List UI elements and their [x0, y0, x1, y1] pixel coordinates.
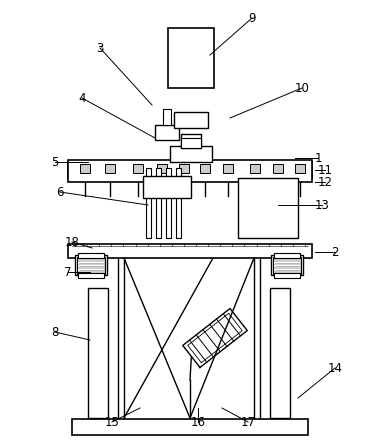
- Bar: [80, 164, 90, 173]
- Bar: [223, 164, 233, 173]
- Bar: [88, 288, 108, 418]
- Bar: [166, 168, 170, 238]
- Text: 3: 3: [96, 42, 104, 54]
- Bar: [143, 176, 191, 198]
- Bar: [168, 28, 214, 88]
- Bar: [78, 273, 104, 278]
- Bar: [133, 164, 143, 173]
- Bar: [271, 255, 303, 275]
- Text: 17: 17: [240, 416, 256, 428]
- Bar: [157, 164, 167, 173]
- Bar: [68, 244, 312, 258]
- Bar: [181, 138, 201, 148]
- Bar: [78, 253, 104, 258]
- Text: 5: 5: [51, 155, 59, 168]
- Bar: [273, 164, 283, 173]
- Text: 14: 14: [327, 361, 342, 374]
- Bar: [200, 164, 210, 173]
- Text: 7: 7: [64, 265, 72, 279]
- Text: 15: 15: [105, 416, 119, 428]
- Bar: [155, 125, 179, 140]
- Bar: [270, 288, 290, 418]
- Bar: [68, 162, 312, 178]
- Bar: [273, 257, 301, 274]
- Text: 4: 4: [78, 92, 86, 105]
- Text: 8: 8: [51, 326, 59, 338]
- Bar: [250, 164, 260, 173]
- Bar: [295, 164, 305, 173]
- Bar: [174, 112, 208, 128]
- Bar: [179, 164, 189, 173]
- Bar: [274, 253, 300, 258]
- Bar: [175, 168, 181, 238]
- Text: 2: 2: [331, 245, 339, 259]
- Bar: [163, 109, 171, 125]
- Bar: [146, 168, 150, 238]
- Text: 13: 13: [314, 198, 330, 211]
- Bar: [170, 146, 212, 162]
- Text: 9: 9: [248, 12, 256, 24]
- Text: 10: 10: [294, 82, 310, 94]
- Text: 1: 1: [314, 152, 322, 164]
- Bar: [72, 419, 308, 435]
- Bar: [75, 255, 107, 275]
- Text: 18: 18: [65, 236, 79, 249]
- Bar: [68, 160, 312, 182]
- Text: 12: 12: [318, 175, 333, 189]
- Text: 6: 6: [56, 186, 64, 198]
- Bar: [274, 273, 300, 278]
- Bar: [181, 134, 201, 148]
- Bar: [77, 257, 105, 274]
- Bar: [238, 178, 298, 238]
- Text: 16: 16: [191, 416, 206, 428]
- Bar: [105, 164, 115, 173]
- Bar: [155, 168, 161, 238]
- Text: 11: 11: [318, 163, 333, 176]
